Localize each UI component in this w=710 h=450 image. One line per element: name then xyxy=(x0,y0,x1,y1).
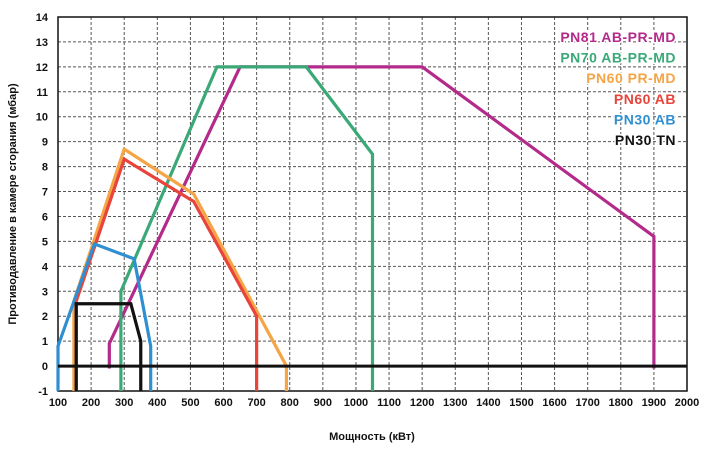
legend-item-0: PN81 AB-PR-MD xyxy=(560,29,676,45)
y-tick-label: 9 xyxy=(42,137,48,149)
x-tick-label: 1500 xyxy=(509,397,533,409)
y-tick-label: 11 xyxy=(36,87,48,99)
y-tick-label: 12 xyxy=(36,62,48,74)
y-tick-label: 7 xyxy=(42,187,48,199)
x-tick-label: 1600 xyxy=(542,397,566,409)
y-tick-label: 1 xyxy=(42,336,48,348)
legend-item-5: PN30 TN xyxy=(615,132,676,148)
x-tick-label: 2000 xyxy=(675,397,699,409)
x-tick-label: 100 xyxy=(49,397,67,409)
x-tick-label: 1400 xyxy=(476,397,500,409)
y-tick-label: -1 xyxy=(38,386,48,398)
x-tick-label: 900 xyxy=(314,397,332,409)
x-tick-label: 1700 xyxy=(575,397,599,409)
x-tick-label: 1900 xyxy=(642,397,666,409)
x-tick-label: 300 xyxy=(115,397,133,409)
legend-item-3: PN60 AB xyxy=(614,91,676,107)
x-tick-label: 1800 xyxy=(609,397,633,409)
x-tick-label: 400 xyxy=(148,397,166,409)
y-axis-title: Противодавление в камере сгорания (мбар) xyxy=(7,83,19,325)
y-tick-label: 14 xyxy=(36,12,49,24)
y-tick-label: 6 xyxy=(42,211,48,223)
series-line-2 xyxy=(72,146,289,391)
x-tick-label: 1200 xyxy=(410,397,434,409)
legend-item-4: PN30 AB xyxy=(614,111,676,127)
series-line-4 xyxy=(56,241,153,391)
series-line-5 xyxy=(74,302,143,391)
y-tick-label: 2 xyxy=(42,311,48,323)
x-tick-labels: 100 200 300 400 500 600 700 800 900 1000 1100 1200 1… xyxy=(49,397,699,409)
legend-item-2: PN60 PR-MD xyxy=(586,70,676,86)
x-tick-label: 1300 xyxy=(443,397,467,409)
series-layer xyxy=(56,65,687,391)
x-tick-label: 500 xyxy=(181,397,199,409)
series-line-1 xyxy=(119,65,375,391)
x-tick-label: 600 xyxy=(214,397,232,409)
y-tick-label: 0 xyxy=(42,361,48,373)
x-tick-label: 800 xyxy=(281,397,299,409)
grid xyxy=(57,16,688,392)
y-tick-label: 5 xyxy=(42,236,48,248)
y-tick-label: 3 xyxy=(42,286,48,298)
legend-item-1: PN70 AB-PR-MD xyxy=(560,50,676,66)
legend: PN81 AB-PR-MD PN70 AB-PR-MD PN60 PR-MD PN60… xyxy=(559,28,677,150)
x-tick-label: 700 xyxy=(247,397,265,409)
y-tick-label: 13 xyxy=(36,37,48,49)
series-line-0 xyxy=(107,65,656,369)
y-tick-label: 8 xyxy=(42,162,48,174)
x-axis-title: Мощность (кВт) xyxy=(329,431,415,443)
y-tick-label: 4 xyxy=(42,261,49,273)
x-tick-label: 1000 xyxy=(344,397,368,409)
x-tick-label: 200 xyxy=(82,397,100,409)
y-tick-label: 10 xyxy=(36,112,48,124)
x-tick-label: 1100 xyxy=(377,397,401,409)
